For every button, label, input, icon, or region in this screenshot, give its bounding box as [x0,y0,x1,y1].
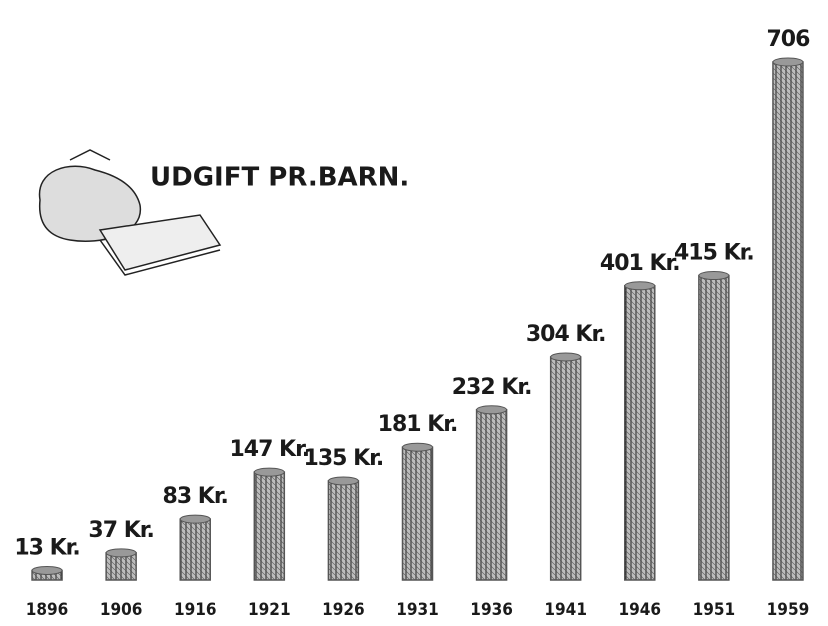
x-tick-label: 1931 [396,600,439,620]
value-label: 232 Kr. [452,375,532,400]
bar-top [254,468,284,476]
value-label: 401 Kr. [600,251,680,276]
bar [477,410,507,580]
x-tick-label: 1896 [26,600,69,620]
bar [773,62,803,580]
bar-top [773,58,803,66]
x-tick-label: 1916 [174,600,217,620]
bar [254,472,284,580]
value-label: 147 Kr. [229,437,309,462]
bar-top [106,549,136,557]
value-label: 706 [766,27,810,52]
bar [403,447,433,580]
bar-top [699,272,729,280]
value-label: 304 Kr. [526,322,606,347]
bar-top [477,406,507,414]
x-tick-label: 1951 [693,600,736,620]
value-label: 83 Kr. [163,484,228,509]
x-tick-label: 1959 [767,600,810,620]
bar-top [625,282,655,290]
x-tick-label: 1906 [100,600,143,620]
x-tick-label: 1926 [322,600,365,620]
value-label: 415 Kr. [674,241,754,266]
value-label: 13 Kr. [14,535,79,560]
x-tick-label: 1946 [618,600,661,620]
bar-top [328,477,358,485]
chart-title: UDGIFT PR.BARN. [150,163,409,193]
chart: UDGIFT PR.BARN. 1896 13 Kr. 1906 37 Kr. 1916… [0,0,828,626]
x-tick-label: 1921 [248,600,291,620]
bar [551,357,581,580]
bar [328,481,358,580]
value-label: 135 Kr. [304,446,384,471]
bar [699,276,729,580]
value-label: 37 Kr. [88,518,153,543]
bar-top [180,515,210,523]
value-label: 181 Kr. [378,412,458,437]
bar-top [403,443,433,451]
x-tick-label: 1936 [470,600,513,620]
x-tick-label: 1941 [544,600,587,620]
bar-top [32,566,62,574]
bar-top [551,353,581,361]
bar [625,286,655,580]
bar [180,519,210,580]
